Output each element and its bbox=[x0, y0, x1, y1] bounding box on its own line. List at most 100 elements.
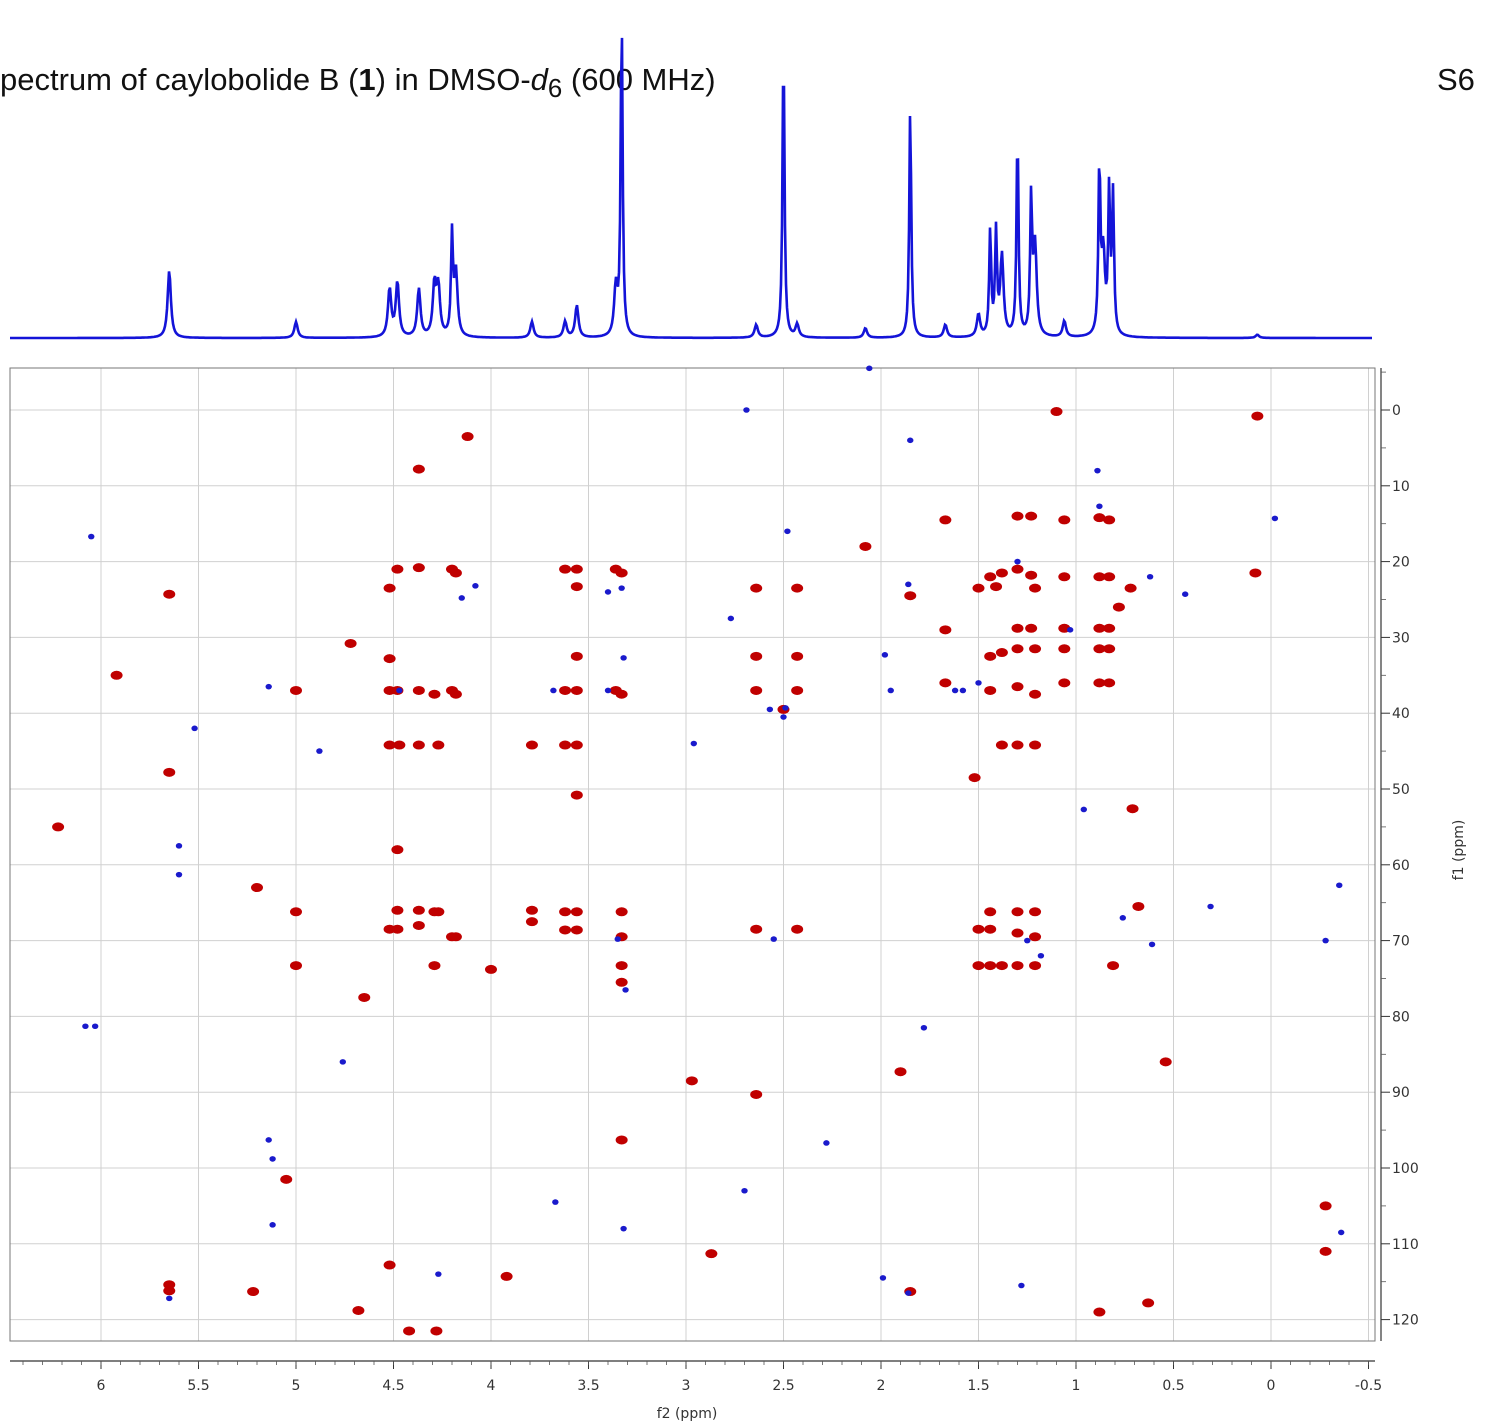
negative-peak bbox=[1322, 937, 1329, 944]
negative-peak bbox=[435, 1271, 442, 1277]
positive-peak bbox=[1011, 740, 1024, 750]
positive-peak bbox=[412, 464, 425, 474]
positive-peak bbox=[1058, 678, 1071, 688]
positive-peak bbox=[1093, 513, 1106, 523]
x-tick-label: 4 bbox=[487, 1378, 496, 1394]
negative-peak bbox=[1271, 515, 1279, 522]
positive-peak bbox=[358, 992, 371, 1002]
positive-peak bbox=[1058, 644, 1071, 654]
negative-peak bbox=[458, 595, 465, 601]
positive-peak bbox=[1058, 515, 1071, 525]
negative-peak bbox=[866, 365, 873, 372]
y-tick-label: 10 bbox=[1392, 479, 1410, 495]
positive-peak bbox=[615, 1135, 628, 1145]
negative-peak bbox=[614, 936, 621, 942]
positive-peak bbox=[1093, 623, 1106, 633]
y-tick-label: 80 bbox=[1392, 1009, 1410, 1025]
x-tick-label: 6 bbox=[97, 1378, 106, 1394]
positive-peak bbox=[1142, 1298, 1155, 1308]
positive-peak bbox=[1093, 572, 1106, 582]
positive-peak bbox=[685, 1076, 698, 1086]
positive-peak bbox=[412, 563, 425, 573]
negative-peak bbox=[265, 683, 272, 690]
positive-peak bbox=[1029, 932, 1042, 942]
positive-peak bbox=[383, 740, 396, 750]
positive-peak bbox=[559, 740, 572, 750]
positive-peak bbox=[1011, 564, 1024, 574]
positive-peak bbox=[393, 740, 406, 750]
negative-peak bbox=[175, 843, 183, 849]
positive-peak bbox=[1112, 602, 1125, 612]
positive-peak bbox=[449, 689, 462, 699]
negative-peak bbox=[1094, 467, 1101, 474]
negative-peak bbox=[604, 687, 612, 694]
figure-title: pectrum of caylobolide B (1) in DMSO-d6 … bbox=[0, 62, 716, 104]
positive-peak bbox=[968, 773, 981, 783]
negative-peak bbox=[618, 585, 625, 591]
positive-peak bbox=[1011, 907, 1024, 917]
positive-peak bbox=[859, 541, 872, 551]
negative-cross-peaks bbox=[82, 365, 1345, 1302]
positive-peak bbox=[461, 432, 474, 442]
negative-peak bbox=[88, 533, 95, 540]
positive-peak bbox=[525, 740, 538, 750]
positive-peak bbox=[432, 907, 445, 917]
negative-peak bbox=[269, 1222, 276, 1228]
positive-peak bbox=[904, 591, 917, 601]
positive-peak bbox=[428, 689, 441, 699]
x-tick-label: 1.5 bbox=[967, 1378, 989, 1394]
positive-peak bbox=[1029, 644, 1042, 654]
y-axis: 0 10 20 30 40 50 60 70 80 90 100 110 120 bbox=[1380, 368, 1419, 1341]
positive-peak bbox=[570, 740, 583, 750]
positive-peak bbox=[1011, 623, 1024, 633]
positive-peak bbox=[615, 568, 628, 578]
positive-peak bbox=[1029, 689, 1042, 699]
positive-peak bbox=[791, 924, 804, 934]
y-tick-label: 100 bbox=[1392, 1161, 1419, 1177]
y-tick-label: 40 bbox=[1392, 706, 1410, 722]
positive-peak bbox=[485, 964, 497, 974]
negative-peak bbox=[920, 1024, 928, 1031]
y-tick-label: 70 bbox=[1392, 934, 1410, 950]
positive-peak bbox=[559, 907, 572, 917]
positive-peak bbox=[615, 977, 628, 987]
negative-peak bbox=[191, 725, 198, 732]
positive-peak bbox=[391, 845, 404, 855]
negative-peak bbox=[316, 748, 323, 754]
positive-peak bbox=[383, 654, 396, 664]
x-axis-label: f2 (ppm) bbox=[657, 1406, 718, 1422]
proton-projection-spectrum bbox=[10, 37, 1372, 340]
positive-peak bbox=[412, 920, 425, 930]
positive-peak bbox=[383, 1260, 396, 1270]
positive-peak bbox=[939, 678, 952, 688]
negative-peak bbox=[604, 589, 612, 595]
negative-peak bbox=[879, 1275, 887, 1281]
positive-peak bbox=[449, 568, 462, 578]
positive-peak bbox=[995, 961, 1008, 971]
y-tick-label: 120 bbox=[1392, 1313, 1419, 1329]
negative-peak bbox=[472, 583, 479, 589]
positive-peak bbox=[570, 907, 583, 917]
negative-peak bbox=[951, 687, 959, 694]
positive-peak bbox=[1319, 1246, 1332, 1256]
negative-peak bbox=[823, 1140, 830, 1146]
negative-peak bbox=[1207, 903, 1214, 910]
x-tick-label: 1 bbox=[1072, 1378, 1081, 1394]
y-tick-label: 20 bbox=[1392, 555, 1410, 571]
positive-peak bbox=[990, 582, 1003, 592]
positive-peak bbox=[995, 740, 1008, 750]
y-axis-label: f1 (ppm) bbox=[1451, 820, 1467, 881]
page-label: S6 bbox=[1437, 62, 1475, 97]
positive-peak bbox=[570, 790, 583, 800]
positive-peak bbox=[984, 572, 997, 582]
grid-lines bbox=[10, 368, 1375, 1341]
positive-peak bbox=[1103, 678, 1116, 688]
x-tick-label: 3 bbox=[682, 1378, 691, 1394]
positive-peak bbox=[163, 589, 176, 599]
positive-peak bbox=[1103, 515, 1116, 525]
negative-peak bbox=[782, 705, 789, 711]
negative-peak bbox=[1080, 806, 1088, 813]
positive-peak bbox=[500, 1271, 513, 1281]
negative-peak bbox=[1014, 558, 1021, 565]
